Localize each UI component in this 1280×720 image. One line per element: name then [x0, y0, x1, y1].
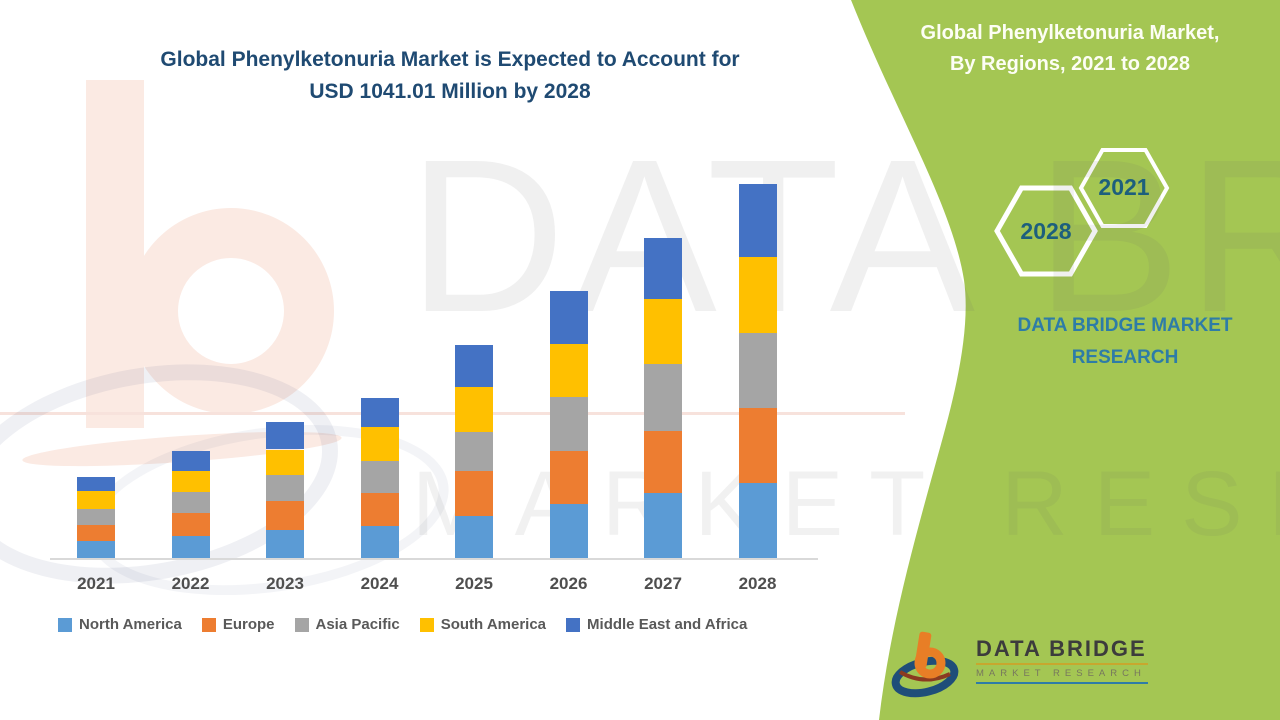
legend-label-asia-pacific: Asia Pacific [315, 616, 400, 633]
chart-title: Global Phenylketonuria Market is Expecte… [60, 44, 840, 107]
bar-segment-europe-2027 [644, 431, 682, 493]
bar-segment-south-america-2028 [738, 256, 777, 333]
bar-segment-middle-east-and-africa-2021 [77, 477, 115, 492]
hexagon-2021-label: 2021 [1098, 174, 1150, 200]
bar-segment-south-america-2026 [549, 343, 588, 397]
bar-segment-north-america-2023 [266, 529, 304, 558]
bar-segment-europe-2021 [77, 525, 115, 542]
bar-segment-north-america-2021 [77, 541, 115, 558]
bar-segment-asia-pacific-2028 [738, 332, 777, 408]
bar-segment-middle-east-and-africa-2024 [360, 397, 399, 427]
legend-label-south-america: South America [440, 616, 547, 633]
x-axis-label-2027: 2027 [644, 574, 682, 593]
x-axis-label-2025: 2025 [455, 574, 493, 593]
x-axis-label-2026: 2026 [549, 574, 588, 593]
legend-swatch-asia-pacific [294, 617, 309, 632]
sidebar-title-line1: Global Phenylketonuria Market, [920, 22, 1220, 44]
hexagon-2028-label: 2028 [1020, 218, 1072, 244]
bar-segment-asia-pacific-2022 [171, 492, 210, 514]
legend-swatch-north-america [58, 617, 72, 632]
legend-item-europe: Europe [201, 616, 275, 633]
sidebar-brand-text: DATA BRIDGE MARKET RESEARCH [960, 310, 1280, 375]
sidebar-title: Global Phenylketonuria Market, By Region… [870, 18, 1270, 80]
green-sidebar-fill [851, 0, 1280, 720]
watermark-pink-line [0, 412, 905, 415]
bar-segment-europe-2026 [549, 450, 588, 505]
bar-segment-north-america-2026 [549, 504, 588, 558]
x-axis-label-2023: 2023 [266, 574, 304, 593]
legend-swatch-south-america [419, 617, 434, 632]
legend-item-south-america: South America [419, 616, 547, 633]
bar-segment-europe-2022 [171, 513, 210, 537]
legend-item-asia-pacific: Asia Pacific [294, 616, 400, 633]
logo-sub-text: MARKET RESEARCH [976, 668, 1146, 679]
logo-brand-text: DATA BRIDGE [976, 636, 1147, 661]
logo-gold-rule [976, 663, 1148, 665]
logo-teal-rule [976, 681, 1148, 684]
chart-legend: North America Europe Asia Pacific South Ame… [58, 616, 747, 633]
bar-segment-asia-pacific-2024 [360, 461, 399, 493]
data-bridge-logo: DATA BRIDGE MARKET RESEARCH [888, 630, 1148, 698]
bar-segment-asia-pacific-2023 [266, 474, 304, 501]
x-axis-line [50, 558, 818, 560]
bar-segment-south-america-2025 [455, 386, 493, 432]
bar-segment-south-america-2022 [171, 471, 210, 493]
chart-title-line1: Global Phenylketonuria Market is Expecte… [160, 48, 740, 71]
bar-segment-north-america-2025 [455, 516, 493, 558]
bar-segment-europe-2023 [266, 500, 304, 530]
bar-segment-north-america-2024 [360, 526, 399, 558]
bar-segment-middle-east-and-africa-2022 [171, 450, 210, 472]
bar-segment-middle-east-and-africa-2027 [644, 237, 682, 300]
bar-segment-asia-pacific-2027 [644, 364, 682, 432]
legend-item-north-america: North America [58, 616, 182, 633]
bar-segment-south-america-2027 [644, 299, 682, 365]
logo-text-block: DATA BRIDGE MARKET RESEARCH [976, 638, 1148, 684]
bar-segment-north-america-2022 [171, 536, 210, 558]
bar-segment-asia-pacific-2026 [549, 396, 588, 451]
bar-segment-middle-east-and-africa-2026 [549, 290, 588, 344]
bar-segment-europe-2025 [455, 471, 493, 517]
x-axis-label-2028: 2028 [738, 574, 777, 593]
legend-item-middle-east-and-africa: Middle East and Africa [566, 616, 747, 633]
chart-title-line2: USD 1041.01 Million by 2028 [309, 79, 591, 103]
bar-segment-south-america-2021 [77, 491, 115, 510]
legend-label-middle-east-and-africa: Middle East and Africa [587, 616, 748, 633]
legend-label-north-america: North America [79, 616, 182, 633]
bar-segment-europe-2024 [360, 492, 399, 527]
legend-swatch-europe [201, 617, 216, 632]
x-axis-label-2022: 2022 [171, 574, 210, 593]
sidebar-brand-line2: RESEARCH [1071, 347, 1179, 369]
x-axis-label-2024: 2024 [360, 574, 399, 593]
hexagon-2028-icon [994, 185, 1098, 277]
sidebar-brand-line1: DATA BRIDGE MARKET [1017, 315, 1233, 336]
bar-segment-south-america-2023 [266, 449, 304, 475]
bar-segment-asia-pacific-2021 [77, 509, 115, 526]
bar-segment-europe-2028 [738, 407, 777, 483]
bar-segment-middle-east-and-africa-2028 [738, 184, 777, 257]
bar-segment-south-america-2024 [360, 426, 399, 462]
watermark-logo-stem [86, 80, 144, 428]
data-bridge-logo-icon [891, 631, 959, 698]
bar-segment-asia-pacific-2025 [455, 431, 493, 472]
hexagon-2021-icon [1078, 148, 1170, 228]
legend-label-europe: Europe [222, 616, 275, 633]
x-axis-label-2021: 2021 [77, 574, 115, 593]
sidebar-title-line2: By Regions, 2021 to 2028 [949, 53, 1191, 75]
bar-segment-north-america-2027 [644, 492, 682, 558]
bar-segment-middle-east-and-africa-2025 [455, 344, 493, 387]
stacked-bar-plot: 2021 2022 2023 2024 2025 2026 2027 2028 [50, 184, 818, 593]
bar-segment-north-america-2028 [738, 482, 777, 558]
bar-segment-middle-east-and-africa-2023 [266, 422, 304, 450]
legend-swatch-middle-east-and-africa [566, 617, 581, 632]
